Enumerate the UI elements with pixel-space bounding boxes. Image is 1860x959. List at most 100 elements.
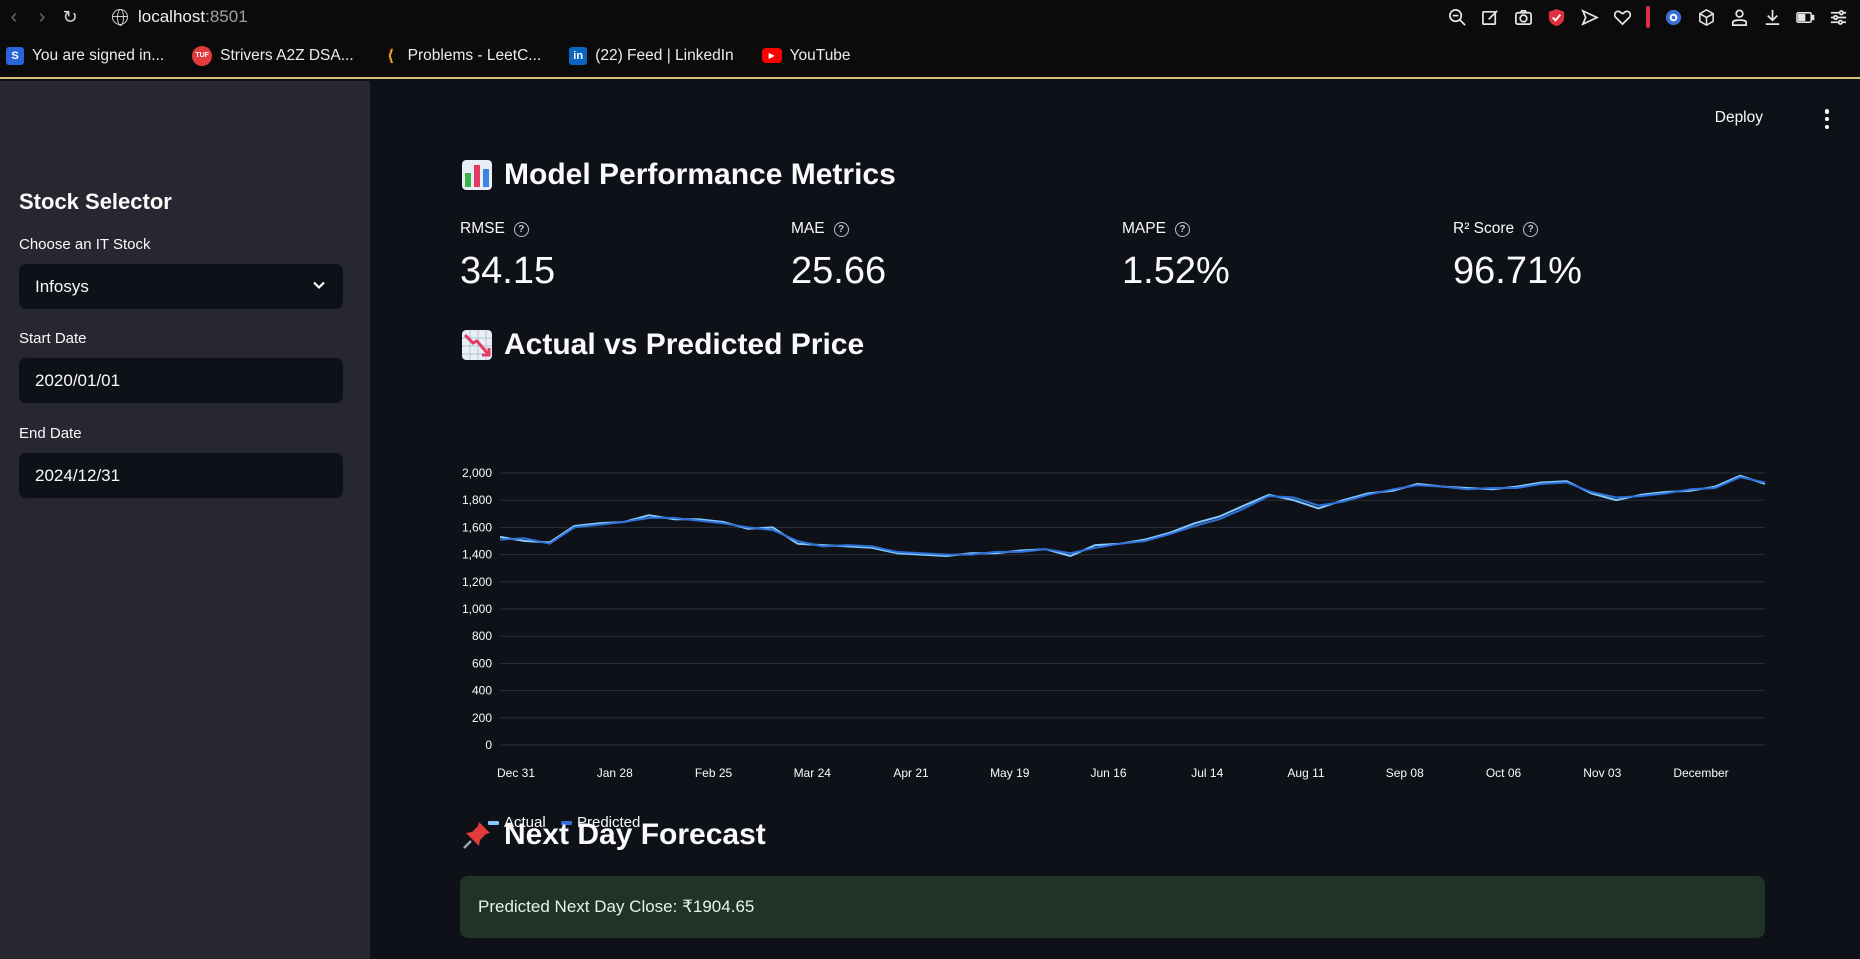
deploy-button[interactable]: Deploy <box>1714 109 1763 126</box>
edit-icon[interactable] <box>1481 8 1500 27</box>
start-date-input[interactable]: 2020/01/01 <box>19 358 343 403</box>
bookmark-linkedin[interactable]: in (22) Feed | LinkedIn <box>569 46 734 65</box>
help-icon[interactable]: ? <box>833 221 849 237</box>
metric-rmse: RMSE? 34.15 <box>460 220 555 293</box>
y-tick-label: 600 <box>472 656 492 670</box>
forecast-alert: Predicted Next Day Close: ₹1904.65 <box>460 876 1765 938</box>
send-icon[interactable] <box>1580 8 1599 27</box>
y-tick-label: 1,800 <box>462 493 492 507</box>
reload-icon[interactable]: ↻ <box>62 6 78 27</box>
metric-label: MAE <box>791 220 825 237</box>
metric-label: RMSE <box>460 220 505 237</box>
y-tick-label: 800 <box>472 629 492 643</box>
series-line-predicted <box>499 476 1766 556</box>
toolbar-divider <box>1646 6 1650 28</box>
x-tick-label: Sep 08 <box>1386 766 1424 780</box>
metric-label: R² Score <box>1453 220 1515 237</box>
y-tick-label: 1,200 <box>462 575 492 589</box>
start-date-value: 2020/01/01 <box>35 370 121 390</box>
bar-chart-icon <box>462 160 492 190</box>
x-tick-label: Aug 11 <box>1287 766 1324 780</box>
bookmark-leetcode[interactable]: ⟨ Problems - LeetC... <box>382 46 542 65</box>
url-text: localhost:8501 <box>138 7 248 26</box>
bookmark-label: Problems - LeetC... <box>407 46 542 64</box>
battery-icon[interactable] <box>1796 8 1815 27</box>
y-tick-label: 0 <box>485 738 492 752</box>
browser-toolbar: ‹ › ↻ localhost:8501 <box>0 0 1860 34</box>
chevron-down-icon <box>313 281 325 290</box>
metric-mae: MAE? 25.66 <box>791 220 886 293</box>
forecast-message: Predicted Next Day Close: ₹1904.65 <box>478 897 755 916</box>
s-logo-icon: S <box>6 46 24 65</box>
x-tick-label: Apr 21 <box>893 766 929 780</box>
stock-select-label: Choose an IT Stock <box>19 236 151 253</box>
sidebar-title: Stock Selector <box>19 189 172 214</box>
metric-mape: MAPE? 1.52% <box>1122 220 1230 293</box>
bookmark-label: YouTube <box>789 46 851 64</box>
y-tick-label: 2,000 <box>462 466 492 480</box>
heart-icon[interactable] <box>1613 8 1632 27</box>
bookmark-strivers[interactable]: TUF Strivers A2Z DSA... <box>192 45 354 66</box>
metric-value: 96.71% <box>1453 250 1582 292</box>
x-tick-label: Jun 16 <box>1090 766 1126 780</box>
x-tick-label: December <box>1673 766 1728 780</box>
metric-value: 1.52% <box>1122 250 1230 292</box>
forecast-title: Next Day Forecast <box>504 818 766 851</box>
end-date-value: 2024/12/31 <box>35 465 121 485</box>
download-icon[interactable] <box>1763 8 1782 27</box>
chart-title: Actual vs Predicted Price <box>504 328 865 361</box>
bookmark-signed-in[interactable]: S You are signed in... <box>6 46 165 65</box>
metric-r2: R² Score? 96.71% <box>1453 220 1582 293</box>
price-chart[interactable]: 0 200 400 600 800 1,000 1,200 1,400 1,600 1,800 2,… <box>450 381 1780 851</box>
legend-swatch <box>488 821 499 825</box>
y-tick-label: 200 <box>472 711 492 725</box>
chart-heading: Actual vs Predicted Price <box>462 328 864 362</box>
main-content: Deploy Model Performance Metrics RMSE? 3… <box>370 81 1860 959</box>
metric-value: 34.15 <box>460 250 556 292</box>
x-tick-label: Oct 06 <box>1486 766 1522 780</box>
pushpin-icon <box>462 820 492 850</box>
help-icon[interactable]: ? <box>1523 221 1539 237</box>
legend-label: Predicted <box>577 814 640 831</box>
y-tick-label: 1,000 <box>462 602 492 616</box>
x-tick-label: Mar 24 <box>794 766 832 780</box>
extension-icon[interactable] <box>1664 8 1683 27</box>
back-icon[interactable]: ‹ <box>10 5 18 28</box>
bookmarks-bar: S You are signed in... TUF Strivers A2Z … <box>0 34 1860 79</box>
bookmark-label: Strivers A2Z DSA... <box>220 46 354 64</box>
camera-icon[interactable] <box>1514 8 1533 27</box>
end-date-label: End Date <box>19 425 82 442</box>
metric-value: 25.66 <box>791 250 887 292</box>
settings-sliders-icon[interactable] <box>1829 8 1848 27</box>
youtube-icon: ▶ <box>761 48 782 63</box>
x-tick-label: Nov 03 <box>1583 766 1621 780</box>
cube-icon[interactable] <box>1697 8 1716 27</box>
forward-icon[interactable]: › <box>38 5 46 28</box>
linkedin-icon: in <box>569 46 588 65</box>
stock-select-value: Infosys <box>35 276 89 296</box>
help-icon[interactable]: ? <box>1174 221 1190 237</box>
legend-label: Actual <box>504 814 546 831</box>
x-tick-label: May 19 <box>990 766 1030 780</box>
shield-icon[interactable] <box>1547 8 1566 27</box>
y-tick-label: 400 <box>472 684 492 698</box>
metric-label: MAPE <box>1122 220 1166 237</box>
help-icon[interactable]: ? <box>513 221 529 237</box>
tuf-logo-icon: TUF <box>192 45 213 66</box>
more-menu-icon[interactable] <box>1824 109 1830 129</box>
leetcode-icon: ⟨ <box>387 47 395 65</box>
bookmark-youtube[interactable]: ▶ YouTube <box>761 46 851 65</box>
bookmark-label: You are signed in... <box>32 46 165 64</box>
zoom-out-icon[interactable] <box>1448 8 1467 27</box>
y-tick-label: 1,600 <box>462 520 492 534</box>
bookmark-label: (22) Feed | LinkedIn <box>595 46 734 64</box>
x-tick-label: Dec 31 <box>497 766 535 780</box>
globe-icon <box>112 9 128 26</box>
end-date-input[interactable]: 2024/12/31 <box>19 453 343 498</box>
legend-swatch <box>561 821 572 825</box>
address-bar[interactable]: localhost:8501 <box>112 7 248 27</box>
metrics-title: Model Performance Metrics <box>504 158 896 191</box>
profile-icon[interactable] <box>1730 8 1749 27</box>
stock-select[interactable]: Infosys <box>19 264 343 309</box>
start-date-label: Start Date <box>19 330 87 347</box>
